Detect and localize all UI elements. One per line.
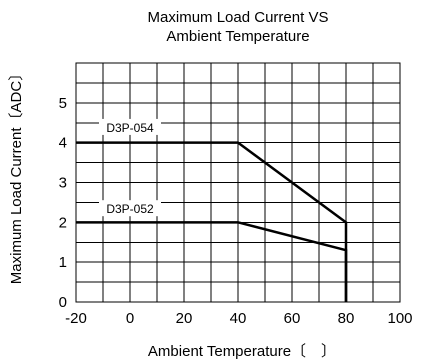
y-tick-label: 0 [59,294,67,311]
x-tick-label: 40 [230,310,247,327]
x-tick-label: -20 [65,310,87,327]
series-labels: D3P-054 D3P-052 [99,118,161,217]
x-tick-label: 0 [126,310,134,327]
series-label-background [99,200,161,217]
y-tick-label: 3 [59,175,67,192]
series-label-background [99,118,161,135]
series-label-d3p-052: D3P-052 [106,202,154,216]
series-label-d3p-054: D3P-054 [106,121,154,135]
x-tick-label: 20 [176,310,193,327]
chart-title-line-2: Ambient Temperature [166,28,309,45]
y-tick-label: 5 [59,95,67,112]
y-tick-label: 4 [59,135,67,152]
x-tick-label: 100 [387,310,412,327]
x-tick-label: 60 [284,310,301,327]
series-line-d3p-052 [76,221,348,302]
x-axis-label: Ambient Temperature〔 〕 [148,343,336,360]
y-tick-label: 2 [59,214,67,231]
y-tick-label: 1 [59,254,67,271]
y-axis-label: Maximum Load Current〔ADC〕 [8,66,25,284]
chart-title-line-1: Maximum Load Current VS [148,9,329,26]
x-tick-label: 80 [338,310,355,327]
plot-frame [75,62,401,303]
series-lines [76,141,348,302]
